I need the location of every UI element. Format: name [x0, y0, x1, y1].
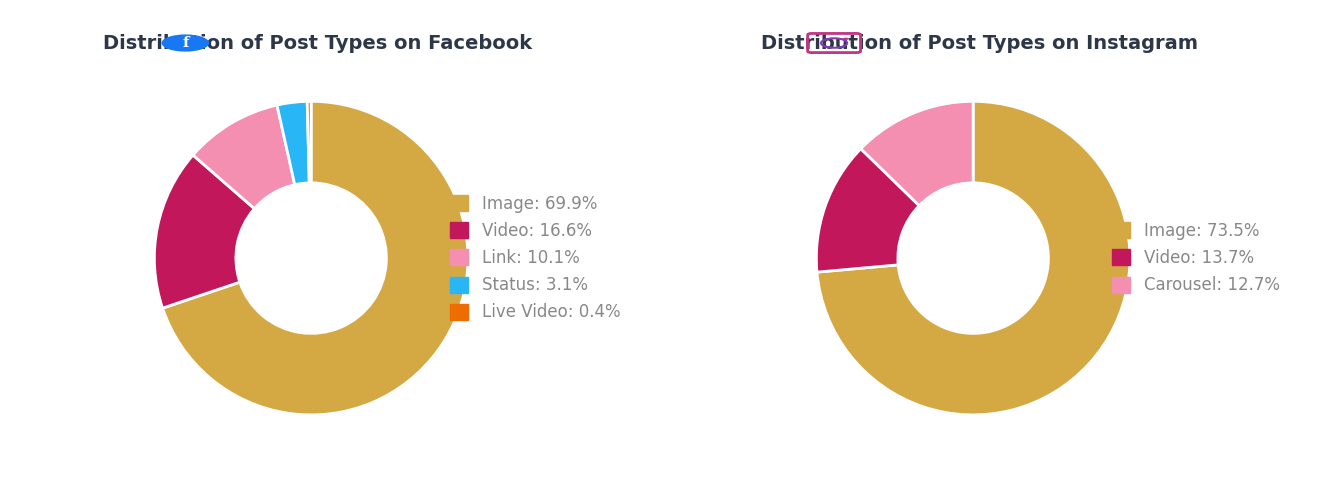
Wedge shape — [163, 101, 467, 415]
Legend: Image: 73.5%, Video: 13.7%, Carousel: 12.7%: Image: 73.5%, Video: 13.7%, Carousel: 12… — [1107, 217, 1284, 299]
Wedge shape — [861, 101, 973, 206]
Wedge shape — [193, 105, 295, 209]
Legend: Image: 69.9%, Video: 16.6%, Link: 10.1%, Status: 3.1%, Live Video: 0.4%: Image: 69.9%, Video: 16.6%, Link: 10.1%,… — [445, 190, 625, 326]
Wedge shape — [155, 155, 254, 308]
Wedge shape — [817, 149, 919, 272]
Text: Distribution of Post Types on Facebook: Distribution of Post Types on Facebook — [103, 33, 532, 53]
Wedge shape — [817, 101, 1129, 415]
Wedge shape — [277, 101, 310, 185]
Text: Distribution of Post Types on Instagram: Distribution of Post Types on Instagram — [761, 33, 1198, 53]
Text: f: f — [181, 36, 189, 50]
Wedge shape — [307, 101, 311, 183]
